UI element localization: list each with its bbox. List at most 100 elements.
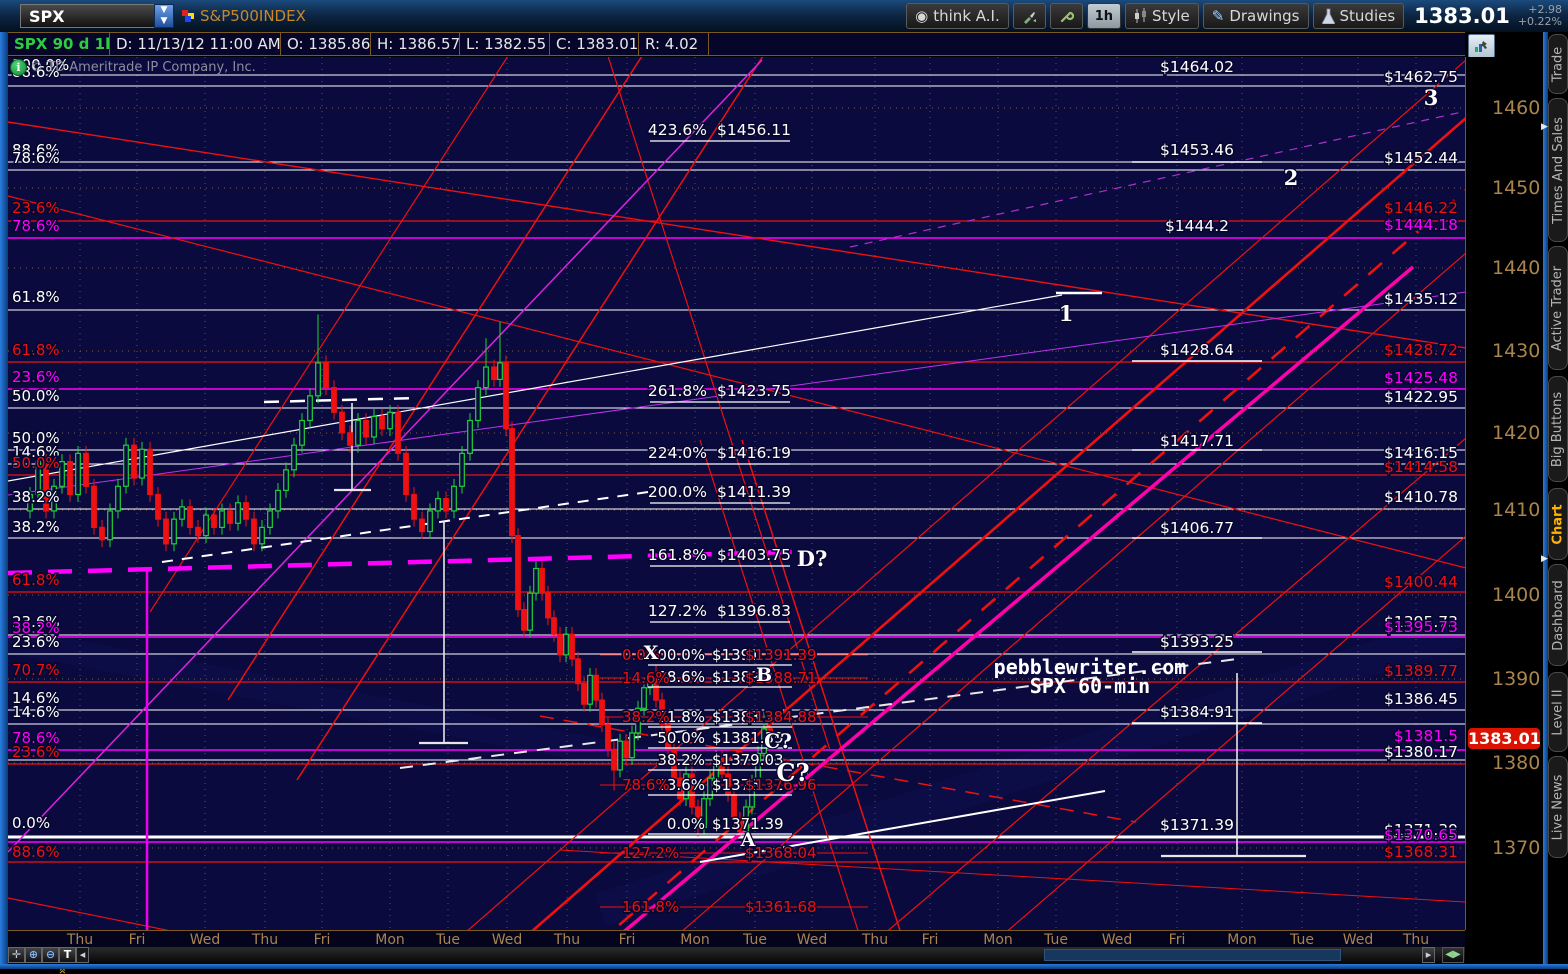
price-label: $1464.02: [1160, 58, 1234, 76]
brush-button[interactable]: [1012, 3, 1046, 29]
price-tick-label: 1420: [1492, 422, 1541, 444]
fib-percent-label: 23.6%: [12, 613, 60, 631]
candlestick: [509, 428, 515, 537]
pan-button[interactable]: ✛: [8, 947, 25, 963]
candlestick: [139, 448, 145, 479]
candlestick: [629, 732, 635, 759]
candlestick: [203, 514, 209, 537]
day-label: Thu: [553, 932, 581, 948]
price-tick-label: 1440: [1492, 257, 1541, 279]
price-label: $1406.77: [1160, 519, 1234, 537]
price-label-magenta: $1444.18: [1384, 216, 1458, 234]
candlestick: [659, 699, 665, 726]
candlestick: [467, 419, 473, 454]
candlestick: [617, 740, 623, 771]
side-tab-strip: ▶ ▶ Trade Times And Sales Active Trader Big…: [1541, 32, 1568, 964]
mini-fib-percent: 23.6%: [657, 776, 705, 794]
drawings-button[interactable]: ✎ Drawings: [1202, 3, 1309, 29]
text-tool-button[interactable]: T: [59, 947, 76, 963]
mini-fib-price-red: $1384.88: [745, 708, 817, 726]
wave-label: C?: [764, 729, 792, 753]
candlestick: [147, 448, 153, 496]
scrollbar-thumb[interactable]: [1044, 949, 1341, 961]
fib-percent-label: 14.6%: [12, 443, 60, 461]
mini-fib-percent: 0.0%: [667, 815, 705, 833]
price-label-magenta: $1370.65: [1384, 826, 1458, 844]
candlestick: [683, 773, 689, 800]
candlestick: [195, 526, 201, 537]
side-tab-big-buttons[interactable]: Big Buttons: [1548, 376, 1568, 482]
symbol-dropdown-icon[interactable]: ▼ ▼: [154, 4, 174, 28]
day-label: Mon: [983, 932, 1013, 948]
side-tab-live-news[interactable]: Live News: [1548, 756, 1568, 858]
top-toolbar: SPX ▼ ▼ S&P500INDEX ◉ think A.I. 1h: [0, 0, 1568, 32]
zoom-in-button[interactable]: ⊕: [25, 947, 42, 963]
day-label: Fri: [1168, 932, 1186, 948]
side-tab-trade[interactable]: Trade: [1548, 34, 1568, 94]
candlestick: [91, 485, 97, 528]
candlestick: [707, 777, 713, 800]
info-icon[interactable]: i: [10, 59, 27, 76]
candlestick: [599, 699, 605, 726]
fib-percent-label: 38.2%: [12, 518, 60, 536]
background-band: [8, 627, 703, 783]
day-label: Fri: [921, 932, 939, 948]
candlestick: [515, 535, 521, 611]
zoom-out-button[interactable]: ⊖: [42, 947, 59, 963]
mini-fib-percent-red: 38.2%: [622, 708, 670, 726]
side-tab-dashboard[interactable]: Dashboard: [1548, 564, 1568, 666]
fib-percent-label: 61.8%: [12, 341, 60, 359]
day-label: Thu: [1402, 932, 1430, 948]
trendline: [849, 111, 1463, 248]
trendline: [8, 195, 1465, 569]
fit-width-button[interactable]: ◀▶: [1442, 947, 1464, 963]
mini-fib-percent-red: 14.6%: [622, 669, 670, 687]
studies-button[interactable]: Studies: [1312, 3, 1405, 29]
side-tab-level-ii[interactable]: Level II: [1548, 672, 1568, 752]
side-tab-label: Times And Sales: [1550, 116, 1566, 224]
candlestick: [677, 777, 683, 800]
price-tick-label: 1390: [1492, 668, 1541, 690]
trendline: [8, 294, 1063, 482]
candlestick: [521, 609, 527, 631]
flask-icon: [1321, 8, 1335, 24]
chart-canvas[interactable]: 100.0%88.6%88.6%78.6%23.6%78.6%61.8%61.8…: [8, 57, 1465, 930]
trendline: [8, 121, 1465, 349]
price-label: $1462.75: [1384, 68, 1458, 86]
candlestick: [43, 461, 49, 512]
fib-percent-label: 88.6%: [12, 141, 60, 159]
wave-label: D?: [797, 546, 828, 571]
think-ai-button[interactable]: ◉ think A.I.: [906, 3, 1009, 29]
candlestick: [67, 461, 73, 496]
side-tab-times-and-sales[interactable]: Times And Sales: [1548, 98, 1568, 242]
candlestick: [235, 502, 241, 524]
mini-fib-price-red: $1388.71: [745, 669, 817, 687]
wave-label: B: [756, 664, 772, 686]
scroll-left-arrow[interactable]: ◂: [76, 947, 89, 963]
fib-percent-label: 23.6%: [12, 743, 60, 761]
side-tab-chart[interactable]: Chart: [1548, 488, 1568, 560]
candlestick: [371, 415, 377, 438]
symbol-input[interactable]: SPX: [20, 4, 154, 28]
candlestick: [497, 362, 503, 380]
candlestick: [179, 506, 185, 520]
scroll-right-arrow[interactable]: ▸: [1422, 947, 1435, 963]
style-button[interactable]: Style: [1125, 3, 1199, 29]
candlestick: [323, 362, 329, 389]
trendline: [531, 117, 1465, 930]
candlestick: [275, 489, 281, 512]
candlestick: [339, 411, 345, 434]
day-label: Wed: [796, 932, 828, 948]
wave-label: 2: [1284, 165, 1299, 190]
candlestick: [115, 485, 121, 512]
candlestick: [131, 444, 137, 479]
price-axis[interactable]: 1383.01 1460 1450 1440 1430 1420 1410 1400 1390…: [1466, 57, 1543, 947]
chart-grab-button[interactable]: [1468, 34, 1495, 58]
wrench-button[interactable]: [1049, 3, 1083, 29]
link-color-icon[interactable]: [181, 8, 195, 27]
trendline: [8, 897, 170, 930]
timeframe-button[interactable]: 1h: [1086, 3, 1122, 29]
mini-fib-percent-red: 78.6%: [622, 776, 670, 794]
chart-plot-area[interactable]: 100.0% 88.6% 88.6% 78.6% 23.6% 78.6% 61.8% 61.8…: [8, 57, 1466, 930]
side-tab-active-trader[interactable]: Active Trader: [1548, 246, 1568, 370]
